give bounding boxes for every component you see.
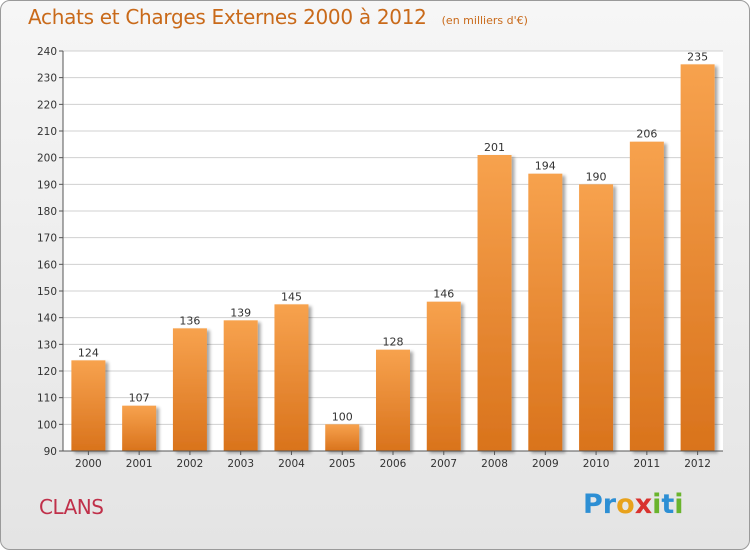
x-tick-label-2002: 2002 xyxy=(177,458,204,470)
data-label-2003: 139 xyxy=(230,306,251,319)
x-tick-label-2004: 2004 xyxy=(278,458,305,470)
bars: 124 107 136 139 145 100 128 146 201 194 190 206 235 xyxy=(71,50,715,452)
bar-2010 xyxy=(579,184,614,452)
bar-2008 xyxy=(477,155,512,451)
bar-2002 xyxy=(172,328,207,451)
x-tick-label-2006: 2006 xyxy=(380,458,407,470)
y-tick-label: 220 xyxy=(37,99,57,111)
data-label-2001: 107 xyxy=(129,392,150,405)
data-label-2006: 128 xyxy=(383,336,404,349)
bar-2007 xyxy=(426,301,461,451)
commune-name: CLANS xyxy=(39,495,104,519)
proxiti-logo: Proxiti xyxy=(583,489,684,520)
chart-title-block: Achats et Charges Externes 2000 à 2012 (… xyxy=(28,5,528,29)
data-label-2004: 145 xyxy=(281,290,302,303)
x-tick-label-2011: 2011 xyxy=(633,458,660,470)
data-label-2008: 201 xyxy=(484,141,505,154)
data-label-2002: 136 xyxy=(179,314,200,327)
data-label-2007: 146 xyxy=(433,288,454,301)
y-tick-label: 90 xyxy=(44,446,57,458)
bar-2006 xyxy=(376,349,410,451)
y-tick-label: 170 xyxy=(37,233,57,245)
bar-2009 xyxy=(528,173,563,451)
x-tick-label-2001: 2001 xyxy=(126,458,153,470)
y-tick-label: 200 xyxy=(37,153,57,165)
logo-letter: P xyxy=(583,489,603,520)
data-label-2005: 100 xyxy=(332,410,353,423)
y-tick-label: 240 xyxy=(37,46,57,58)
logo-letter: x xyxy=(634,489,653,520)
data-label-2010: 190 xyxy=(586,170,607,183)
y-tick-label: 230 xyxy=(37,73,57,85)
y-tick-label: 110 xyxy=(37,393,57,405)
logo-letter: i xyxy=(674,489,684,520)
bar-2005 xyxy=(325,424,360,451)
y-tick-label: 120 xyxy=(37,366,57,378)
bar-2011 xyxy=(629,141,664,451)
logo-letter: r xyxy=(602,489,617,520)
x-tick-label-2009: 2009 xyxy=(532,458,559,470)
x-tick-label-2000: 2000 xyxy=(75,458,102,470)
x-axis: 2000 2001 2002 2003 2004 2005 2006 2007 2008 2009… xyxy=(63,450,723,470)
x-tick-label-2007: 2007 xyxy=(430,458,457,470)
logo-letter: o xyxy=(616,489,635,520)
bar-2003 xyxy=(223,320,258,451)
data-label-2009: 194 xyxy=(535,160,556,173)
y-tick-label: 130 xyxy=(37,339,57,351)
y-axis: 90 100 110 120 130 140 150 160 170 180 190 200 210 22… xyxy=(37,46,64,458)
bar-2004 xyxy=(274,304,309,451)
chart-unit: (en milliers d'€) xyxy=(441,14,528,27)
data-label-2012: 235 xyxy=(687,50,708,63)
data-label-2011: 206 xyxy=(636,128,657,141)
chart-title: Achats et Charges Externes 2000 à 2012 xyxy=(28,5,427,29)
logo-letter: i xyxy=(652,489,662,520)
y-tick-label: 190 xyxy=(37,179,57,191)
x-tick-label-2005: 2005 xyxy=(329,458,356,470)
data-label-2000: 124 xyxy=(78,346,99,359)
y-tick-label: 180 xyxy=(37,206,57,218)
logo-letter: t xyxy=(661,489,675,520)
bar-2012 xyxy=(680,64,715,452)
y-tick-label: 210 xyxy=(37,126,57,138)
y-tick-label: 150 xyxy=(37,286,57,298)
y-tick-label: 140 xyxy=(37,313,57,325)
x-tick-label-2010: 2010 xyxy=(583,458,610,470)
y-tick-label: 100 xyxy=(37,419,57,431)
x-tick-label-2008: 2008 xyxy=(481,458,508,470)
bar-2000 xyxy=(71,360,106,451)
y-tick-label: 160 xyxy=(37,259,57,271)
bar-2001 xyxy=(122,405,157,451)
x-tick-label-2012: 2012 xyxy=(684,458,711,470)
x-tick-label-2003: 2003 xyxy=(227,458,254,470)
